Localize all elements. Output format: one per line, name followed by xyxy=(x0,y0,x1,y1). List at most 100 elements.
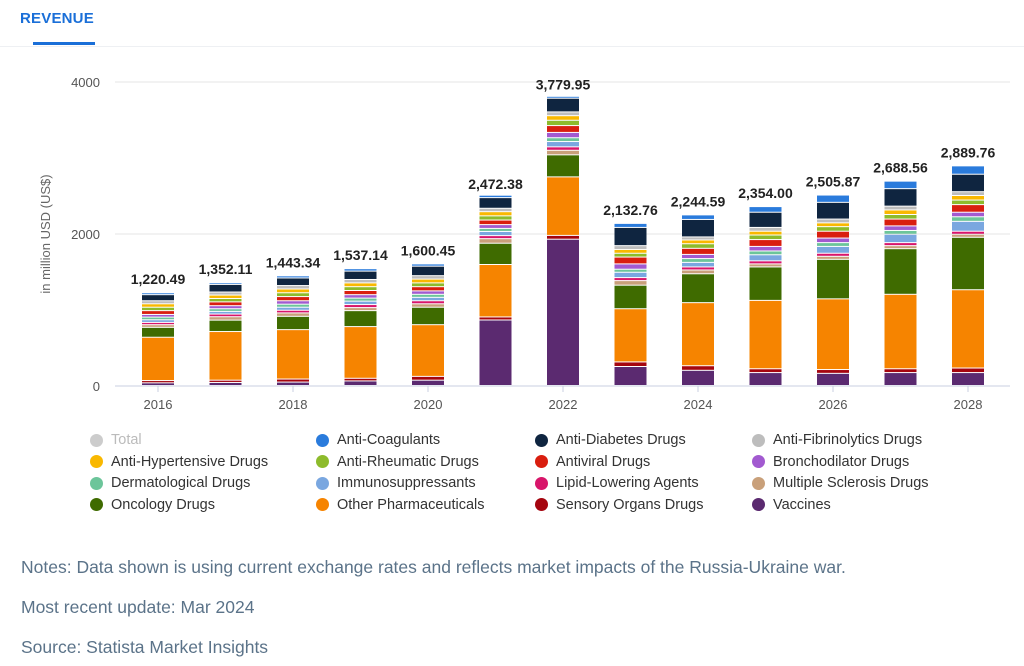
legend-dot-icon xyxy=(90,455,103,468)
bar-segment-oncology-drugs xyxy=(614,285,647,309)
total-data-label: 2,505.87 xyxy=(806,174,861,190)
legend-label: Oncology Drugs xyxy=(111,496,215,513)
bar-segment-other-pharmaceuticals xyxy=(479,265,512,317)
legend-label: Anti-Rheumatic Drugs xyxy=(337,453,479,470)
legend-item-immunosuppressants[interactable]: Immunosuppressants xyxy=(316,475,476,491)
bar-segment-multiple-sclerosis-drugs xyxy=(142,325,174,327)
bar-segment-antiviral-drugs xyxy=(412,287,444,291)
bar-segment-lipid-lowering-agents xyxy=(614,278,647,281)
legend-dot-icon xyxy=(316,455,329,468)
bar-segment-bronchodilator-drugs xyxy=(749,246,782,251)
bar-segment-sensory-organs-drugs xyxy=(884,369,917,373)
bar-segment-vaccines xyxy=(142,383,174,385)
bar-segment-lipid-lowering-agents xyxy=(547,147,579,150)
bar-segment-lipid-lowering-agents xyxy=(479,236,512,239)
legend-item-bronchodilator-drugs[interactable]: Bronchodilator Drugs xyxy=(752,454,909,470)
legend-item-antiviral-drugs[interactable]: Antiviral Drugs xyxy=(535,454,650,470)
bar-segment-multiple-sclerosis-drugs xyxy=(884,246,917,249)
bar-segment-anti-diabetes-drugs xyxy=(479,198,512,208)
legend-label: Lipid-Lowering Agents xyxy=(556,475,699,491)
legend-item-anti-hypertensive-drugs[interactable]: Anti-Hypertensive Drugs xyxy=(90,454,268,470)
legend-label: Bronchodilator Drugs xyxy=(773,453,910,470)
bar-segment-other-pharmaceuticals xyxy=(682,303,714,366)
legend-item-sensory-organs-drugs[interactable]: Sensory Organs Drugs xyxy=(535,497,703,513)
bar-segment-sensory-organs-drugs xyxy=(614,362,647,366)
bar-segment-immunosuppressants xyxy=(884,234,917,243)
legend-item-total[interactable]: Total xyxy=(90,432,142,448)
legend-label: Anti-Diabetes Drugs xyxy=(556,432,686,448)
revenue-chart: 0 2000 4000 in million USD (US$) 1,220.49 201… xyxy=(38,75,1010,412)
bar-segment-antiviral-drugs xyxy=(884,219,917,226)
bar-segment-anti-coagulants xyxy=(209,283,242,284)
bar-segment-anti-hypertensive-drugs xyxy=(952,196,984,200)
bar-segment-multiple-sclerosis-drugs xyxy=(277,313,309,316)
legend-item-anti-fibrinolytics-drugs[interactable]: Anti-Fibrinolytics Drugs xyxy=(752,432,922,448)
bar-segment-anti-coagulants xyxy=(682,215,714,219)
bar-segment-anti-fibrinolytics-drugs xyxy=(614,246,647,249)
bar-segment-dermatological-drugs xyxy=(884,230,917,234)
legend-item-anti-diabetes-drugs[interactable]: Anti-Diabetes Drugs xyxy=(535,432,686,448)
bar-segment-vaccines xyxy=(884,373,917,385)
total-data-label: 2,132.76 xyxy=(603,202,658,218)
x-tick-label: 2024 xyxy=(684,397,713,412)
legend-label: Other Pharmaceuticals xyxy=(337,496,485,513)
bar-segment-anti-rheumatic-drugs xyxy=(277,293,309,297)
bar-segment-immunosuppressants xyxy=(142,320,174,322)
bar-segment-immunosuppressants xyxy=(614,272,647,278)
legend-dot-icon xyxy=(752,455,765,468)
legend-item-vaccines[interactable]: Vaccines xyxy=(752,497,831,513)
legend-dot-icon xyxy=(752,498,765,511)
legend-label: Antiviral Drugs xyxy=(556,453,651,470)
total-data-label: 3,779.95 xyxy=(536,77,591,93)
bar-segment-anti-diabetes-drugs xyxy=(682,219,714,237)
bar-segment-antiviral-drugs xyxy=(682,248,714,254)
bar-segment-other-pharmaceuticals xyxy=(614,309,647,362)
legend-item-anti-coagulants[interactable]: Anti-Coagulants xyxy=(316,432,440,448)
legend-label: Anti-Coagulants xyxy=(337,432,441,448)
bar-segment-other-pharmaceuticals xyxy=(277,330,309,379)
bar-segment-other-pharmaceuticals xyxy=(344,327,377,378)
bar-segment-vaccines xyxy=(817,373,849,385)
bar-segment-anti-rheumatic-drugs xyxy=(749,235,782,240)
legend-item-oncology-drugs[interactable]: Oncology Drugs xyxy=(90,497,215,513)
y-tick-label: 0 xyxy=(93,379,100,394)
legend-item-lipid-lowering-agents[interactable]: Lipid-Lowering Agents xyxy=(535,475,699,491)
legend-item-other-pharmaceuticals[interactable]: Other Pharmaceuticals xyxy=(316,497,484,513)
bar-segment-anti-fibrinolytics-drugs xyxy=(817,219,849,223)
legend-item-dermatological-drugs[interactable]: Dermatological Drugs xyxy=(90,475,250,491)
y-tick-label: 2000 xyxy=(71,227,100,242)
bar-segment-oncology-drugs xyxy=(142,327,174,337)
bar-segment-anti-rheumatic-drugs xyxy=(952,200,984,205)
bar-segment-immunosuppressants xyxy=(547,142,579,147)
legend-item-anti-rheumatic-drugs[interactable]: Anti-Rheumatic Drugs xyxy=(316,454,479,470)
legend-item-multiple-sclerosis-drugs[interactable]: Multiple Sclerosis Drugs xyxy=(752,475,929,491)
bar-segment-lipid-lowering-agents xyxy=(209,314,242,317)
bar-segment-sensory-organs-drugs xyxy=(344,378,377,381)
bar-segment-lipid-lowering-agents xyxy=(884,243,917,246)
bar-segment-anti-diabetes-drugs xyxy=(614,227,647,246)
tab-bar: REVENUE xyxy=(0,0,1024,47)
bar-segment-anti-diabetes-drugs xyxy=(412,266,444,276)
bar-segment-bronchodilator-drugs xyxy=(614,264,647,269)
bar-segment-anti-hypertensive-drugs xyxy=(817,223,849,227)
bar-segment-other-pharmaceuticals xyxy=(749,300,782,369)
legend-dot-icon xyxy=(316,498,329,511)
y-tick-label: 4000 xyxy=(71,75,100,90)
tab-revenue[interactable]: REVENUE xyxy=(20,10,94,27)
bar-segment-antiviral-drugs xyxy=(952,205,984,212)
bar-segment-oncology-drugs xyxy=(344,311,377,327)
bar-segment-anti-coagulants xyxy=(142,293,174,295)
bar-segment-sensory-organs-drugs xyxy=(547,235,579,239)
bar-segment-vaccines xyxy=(749,373,782,385)
bar-segment-anti-rheumatic-drugs xyxy=(344,287,377,290)
bar-segment-anti-rheumatic-drugs xyxy=(682,244,714,248)
bar-segment-bronchodilator-drugs xyxy=(479,225,512,228)
bar-segment-immunosuppressants xyxy=(952,221,984,231)
bar-segment-anti-rheumatic-drugs xyxy=(142,307,174,311)
bar-segment-dermatological-drugs xyxy=(682,259,714,262)
x-tick-label: 2020 xyxy=(414,397,443,412)
bar-segment-other-pharmaceuticals xyxy=(142,337,174,381)
bar-segment-oncology-drugs xyxy=(209,320,242,332)
bar-segment-anti-coagulants xyxy=(817,195,849,202)
bar-segment-bronchodilator-drugs xyxy=(817,238,849,243)
